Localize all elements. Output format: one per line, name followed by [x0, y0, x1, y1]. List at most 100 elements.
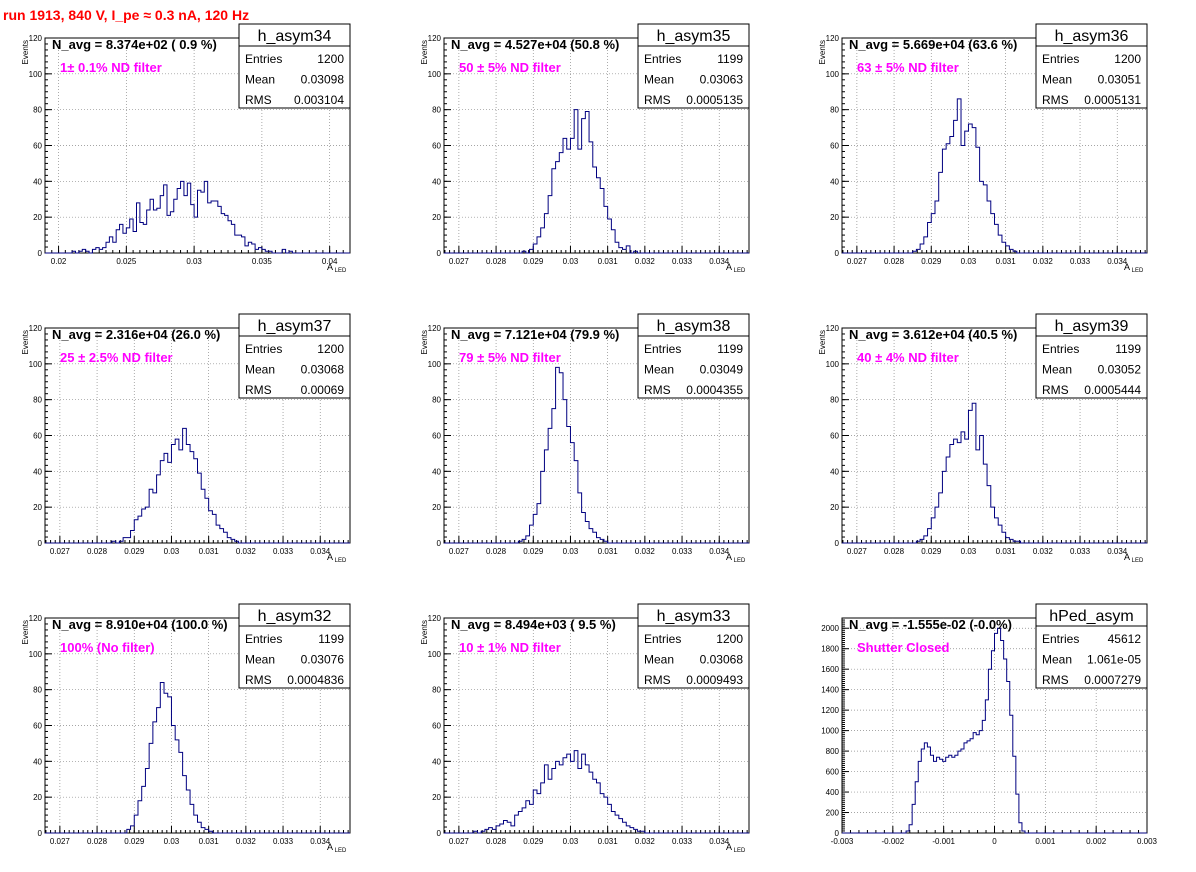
stats-label-mean: Mean: [644, 653, 674, 667]
histogram-line: [444, 109, 749, 254]
y-tick-label: 20: [33, 793, 42, 802]
navg-label: N_avg = 2.316e+04 (26.0 %): [52, 327, 220, 342]
stats-value-rms: 0.0005131: [1084, 93, 1141, 107]
x-axis-label-sub: LED: [333, 268, 347, 274]
x-tick-label: 0.028: [486, 547, 507, 556]
filter-label: 50 ± 5% ND filter: [459, 60, 561, 75]
stats-title: h_asym37: [258, 318, 332, 335]
x-axis-label-main: A: [726, 552, 732, 562]
x-tick-label: 0.027: [449, 837, 470, 846]
y-tick-label: 80: [33, 686, 42, 695]
y-tick-label: 0: [835, 249, 840, 258]
stats-value-mean: 0.03063: [700, 73, 744, 87]
y-tick-label: 120: [826, 324, 840, 333]
stats-value-rms: 0.0005444: [1084, 383, 1141, 397]
stats-label-entries: Entries: [644, 342, 681, 356]
y-tick-label: 40: [33, 757, 42, 766]
y-tick-label: 0: [437, 829, 442, 838]
x-tick-label: 0.03: [563, 837, 579, 846]
stats-label-rms: RMS: [1042, 673, 1069, 687]
y-tick-label: 60: [432, 722, 441, 731]
x-tick-label: 0.029: [523, 257, 544, 266]
y-tick-label: 40: [33, 467, 42, 476]
x-tick-label: 0.032: [236, 837, 257, 846]
x-tick-label: 0: [992, 837, 997, 846]
x-tick-label: -0.002: [881, 837, 904, 846]
stats-value-mean: 0.03068: [700, 653, 744, 667]
stats-box-frame: [637, 23, 750, 109]
filter-label: 79 ± 5% ND filter: [459, 350, 561, 365]
x-tick-label: 0.033: [273, 547, 294, 556]
navg-label: N_avg = 7.121e+04 (79.9 %): [451, 327, 619, 342]
y-tick-label: 0: [38, 829, 43, 838]
x-tick-label: 0.032: [635, 547, 656, 556]
x-tick-label: 0.034: [310, 547, 331, 556]
x-axis-label: A LED: [327, 552, 347, 564]
y-tick-label: 100: [428, 70, 442, 79]
stats-box: h_asym37 Entries 1200 Mean 0.03068 RMS 0.00069: [238, 313, 351, 399]
stats-value-rms: 0.0004836: [287, 673, 344, 687]
filter-label: 25 ± 2.5% ND filter: [60, 350, 173, 365]
navg-label: N_avg = 8.374e+02 ( 0.9 %): [52, 37, 217, 52]
x-axis-label-sub: LED: [732, 268, 746, 274]
x-tick-label: 0.03: [186, 257, 202, 266]
x-tick-label: 0.033: [672, 837, 693, 846]
stats-value-mean: 0.03098: [301, 73, 345, 87]
x-tick-label: 0.032: [1033, 547, 1054, 556]
x-tick-label: 0.029: [523, 547, 544, 556]
stats-value-rms: 0.0009493: [686, 673, 743, 687]
y-tick-label: 40: [830, 177, 839, 186]
stats-box: h_asym39 Entries 1199 Mean 0.03052 RMS 0.00054…: [1035, 313, 1148, 399]
stats-value-entries: 1199: [717, 342, 743, 356]
stats-box: h_asym38 Entries 1199 Mean 0.03049 RMS 0.00043…: [637, 313, 750, 399]
y-tick-label: 60: [33, 722, 42, 731]
y-tick-label: 120: [29, 324, 43, 333]
y-tick-label: 60: [830, 142, 839, 151]
x-tick-label: 0.032: [635, 257, 656, 266]
y-tick-label: 0: [38, 249, 43, 258]
x-axis-label-main: A: [327, 842, 333, 852]
y-tick-label: 120: [428, 614, 442, 623]
stats-title: h_asym36: [1055, 28, 1129, 45]
stats-title: h_asym32: [258, 608, 332, 625]
y-tick-label: 80: [33, 396, 42, 405]
x-tick-label: 0.028: [87, 547, 108, 556]
x-tick-label: 0.028: [884, 547, 905, 556]
stats-value-entries: 1200: [317, 342, 344, 356]
y-tick-label: 80: [432, 396, 441, 405]
y-tick-label: 120: [826, 34, 840, 43]
stats-box: h_asym36 Entries 1200 Mean 0.03051 RMS 0.00051…: [1035, 23, 1148, 109]
stats-label-entries: Entries: [1042, 632, 1079, 646]
y-tick-label: 100: [428, 360, 442, 369]
x-tick-label: 0.033: [672, 547, 693, 556]
x-axis-label-main: A: [1124, 552, 1130, 562]
x-axis-label-main: A: [726, 842, 732, 852]
x-axis-label-main: A: [327, 552, 333, 562]
y-tick-label: 800: [826, 747, 840, 756]
y-tick-label: 120: [29, 614, 43, 623]
histogram-line: [444, 366, 749, 544]
x-tick-label: 0.034: [709, 257, 730, 266]
stats-label-rms: RMS: [644, 383, 671, 397]
y-tick-label: 0: [437, 539, 442, 548]
histogram-line: [45, 180, 350, 254]
x-tick-label: 0.029: [523, 837, 544, 846]
y-tick-label: 40: [432, 467, 441, 476]
y-tick-label: 100: [29, 70, 43, 79]
y-tick-label: 2000: [821, 624, 839, 633]
x-tick-label: 0.025: [116, 257, 137, 266]
filter-label: 10 ± 1% ND filter: [459, 640, 561, 655]
y-axis-label: Events: [21, 40, 30, 64]
x-tick-label: 0.034: [310, 837, 331, 846]
stats-label-mean: Mean: [245, 73, 275, 87]
y-axis-label: Events: [420, 330, 429, 354]
x-tick-label: 0.03: [164, 837, 180, 846]
x-tick-label: 0.03: [563, 257, 579, 266]
x-axis-label-sub: LED: [1130, 558, 1144, 564]
x-tick-label: 0.001: [1035, 837, 1056, 846]
stats-value-mean: 0.03049: [700, 363, 744, 377]
stats-label-rms: RMS: [1042, 383, 1069, 397]
y-axis-label: Events: [420, 620, 429, 644]
stats-value-mean: 1.061e-05: [1087, 653, 1141, 667]
x-tick-label: 0.031: [199, 837, 220, 846]
